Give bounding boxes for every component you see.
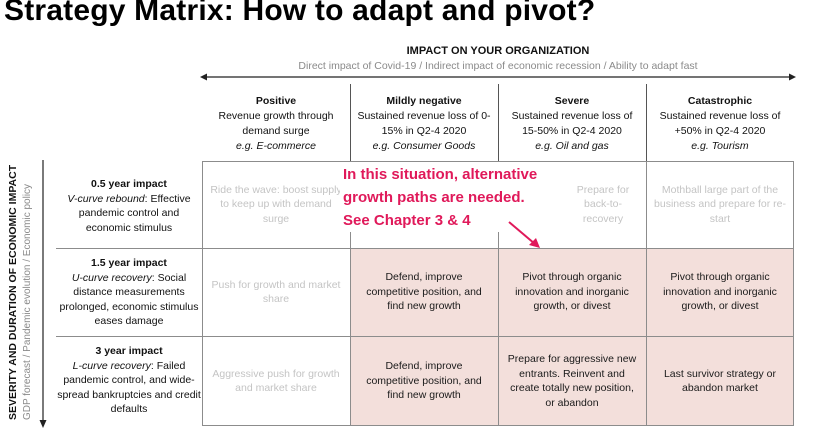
grid-line — [646, 161, 647, 426]
cell-r3-c4: Last survivor strategy or abandon market — [646, 336, 794, 426]
column-title: Catastrophic — [687, 95, 753, 107]
row-desc: L-curve recovery: Failed pandemic contro… — [56, 359, 202, 417]
x-axis-heading: IMPACT ON YOUR ORGANIZATION — [406, 45, 590, 57]
row-title: 1.5 year impact — [91, 257, 167, 269]
row-divider — [56, 248, 202, 249]
row-title: 0.5 year impact — [91, 178, 167, 190]
x-axis-subheading: Direct impact of Covid-19 / Indirect imp… — [298, 60, 698, 72]
row-desc: U-curve recovery: Social distance measur… — [56, 271, 202, 329]
cell-r2-c3: Pivot through organic innovation and ino… — [498, 248, 646, 336]
column-desc: Sustained revenue loss of 0-15% in Q2-4 … — [357, 110, 491, 137]
column-example: e.g. Consumer Goods — [372, 140, 476, 152]
horizontal-double-arrow-icon — [200, 73, 796, 81]
y-axis-heading: SEVERITY AND DURATION OF ECONOMIC IMPACT — [7, 164, 19, 420]
y-axis-subheading: GDP forecast / Pandemic evolution / Econ… — [22, 183, 33, 420]
column-desc: Revenue growth through demand surge — [218, 110, 334, 137]
column-header-positive: Positive Revenue growth through demand s… — [203, 94, 349, 154]
grid-line — [202, 161, 203, 426]
callout-arrow-icon — [508, 221, 540, 248]
cell-r1-c1: Ride the wave: boost supply to keep up w… — [202, 161, 350, 248]
column-example: e.g. E-commerce — [236, 140, 316, 152]
row-type: U-curve recovery — [71, 271, 152, 284]
column-header-severe: Severe Sustained revenue loss of 15-50% … — [499, 94, 645, 154]
vertical-arrow-icon — [39, 160, 47, 428]
row-header-3-year: 3 year impact L-curve recovery: Failed p… — [56, 344, 202, 417]
callout-line-2: growth paths are needed. — [343, 189, 525, 206]
column-header-mildly-negative: Mildly negative Sustained revenue loss o… — [351, 94, 497, 154]
row-header-0-5-year: 0.5 year impact V-curve rebound: Effecti… — [56, 177, 202, 235]
callout-text: In this situation, alternative growth pa… — [343, 163, 583, 232]
cell-r1-c4: Mothball large part of the business and … — [646, 161, 794, 248]
row-type: L-curve recovery — [72, 359, 151, 372]
callout-backdrop — [340, 162, 570, 232]
column-title: Mildly negative — [386, 95, 462, 107]
cell-r3-c3: Prepare for aggressive new entrants. Rei… — [498, 336, 646, 426]
row-desc-text: : Effective pandemic control and economi… — [78, 192, 191, 234]
cell-r3-c2: Defend, improve competitive position, an… — [350, 336, 498, 426]
row-header-1-5-year: 1.5 year impact U-curve recovery: Social… — [56, 256, 202, 329]
cell-r2-c1: Push for growth and market share — [202, 248, 350, 336]
grid-line — [350, 161, 351, 426]
column-divider — [646, 84, 647, 161]
page-title: Strategy Matrix: How to adapt and pivot? — [4, 0, 596, 27]
row-type: V-curve rebound — [67, 192, 145, 205]
column-title: Positive — [255, 95, 297, 107]
cell-r2-c4: Pivot through organic innovation and ino… — [646, 248, 794, 336]
column-divider — [498, 84, 499, 161]
column-header-catastrophic: Catastrophic Sustained revenue loss of +… — [647, 94, 793, 154]
cell-r3-c1: Aggressive push for growth and market sh… — [202, 336, 350, 426]
column-desc: Sustained revenue loss of 15-50% in Q2-4… — [511, 110, 633, 137]
callout-line-3: See Chapter 3 & 4 — [343, 212, 471, 229]
column-example: e.g. Tourism — [691, 140, 749, 152]
row-title: 3 year impact — [95, 345, 163, 357]
grid-line — [793, 161, 794, 426]
cell-r2-c2: Defend, improve competitive position, an… — [350, 248, 498, 336]
row-desc: V-curve rebound: Effective pandemic cont… — [56, 192, 202, 236]
column-desc: Sustained revenue loss of +50% in Q2-4 2… — [659, 110, 781, 137]
row-desc-text: : Failed pandemic control, and wide-spre… — [57, 359, 201, 416]
column-example: e.g. Oil and gas — [535, 140, 609, 152]
column-title: Severe — [554, 95, 590, 107]
callout-line-1: In this situation, alternative — [343, 166, 538, 183]
grid-line — [498, 161, 499, 426]
row-desc-text: : Social distance measurements prolonged… — [59, 271, 199, 328]
column-divider — [350, 84, 351, 161]
row-divider — [56, 336, 202, 337]
